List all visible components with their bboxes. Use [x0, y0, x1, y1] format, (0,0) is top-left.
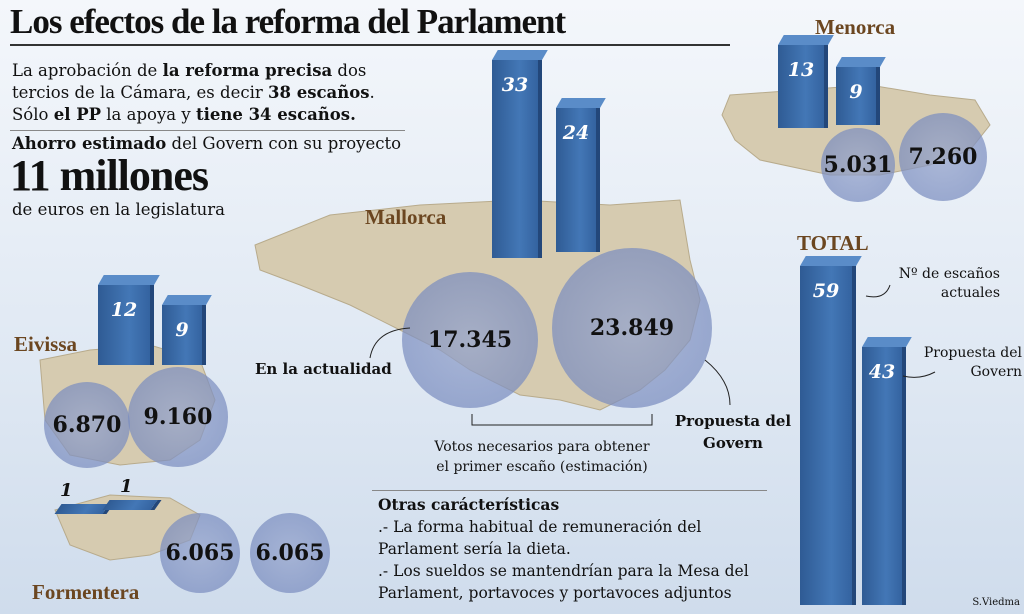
island-label-eivissa: Eivissa	[14, 332, 78, 356]
savings-lead-bold: Ahorro estimado	[12, 134, 167, 153]
votes-circle-proposed: 6.065	[249, 512, 331, 594]
intro-part: tiene 34 escaños.	[195, 105, 356, 124]
otras-heading: Otras carácterísticas	[378, 495, 560, 514]
island-label-total: TOTAL	[797, 231, 869, 255]
votes-circle-current: 5.031	[821, 128, 895, 202]
savings-sub: de euros en la legislatura	[12, 200, 225, 219]
otras-divider	[372, 490, 767, 491]
leader-line	[865, 284, 891, 298]
seat-bar-proposed: 43	[862, 337, 912, 605]
intro-part: La aprobación de	[12, 61, 163, 80]
label-propuesta-total: Propuesta del Govern	[923, 345, 1022, 380]
seat-bar-current: 13	[778, 34, 834, 128]
intro-text: La aprobación de la reforma precisa dos …	[12, 60, 412, 126]
leader-line	[369, 327, 411, 359]
seat-bar-label: 1	[120, 476, 133, 497]
intro-part: dos tercios de la Cámara, es decir	[12, 61, 367, 102]
votes-circle-current: 6.065	[159, 512, 241, 594]
votes-circle-proposed: 9.160	[128, 367, 228, 467]
savings-amount: 11 millones	[10, 151, 209, 200]
seat-bar-label: 43	[868, 361, 896, 383]
label-votos: Votos necesarios para obtener el primer …	[434, 439, 650, 475]
seat-bar-label: 13	[787, 58, 815, 81]
votes-circle-proposed: 7.260	[898, 112, 988, 202]
seat-bar-label: 24	[562, 122, 590, 144]
votes-circle-current: 17.345	[401, 271, 539, 409]
island-label-formentera: Formentera	[32, 580, 140, 604]
seat-bar-proposed: 9	[162, 294, 212, 365]
votes-circle-proposed: 23.849	[551, 247, 713, 409]
seat-bar-proposed: 24	[556, 98, 606, 252]
seat-bar-label: 9	[175, 318, 189, 341]
label-n-escanos: Nº de escaños actuales	[898, 266, 1000, 301]
island-label-mallorca: Mallorca	[365, 205, 447, 229]
intro-part: la reforma precisa	[162, 61, 333, 80]
label-propuesta: Propuesta del Govern	[674, 412, 792, 452]
intro-part: . Sólo	[12, 83, 375, 124]
savings-lead: Ahorro estimado del Govern con su proyec…	[12, 134, 401, 153]
seat-bar-label: 9	[849, 81, 863, 104]
page-title: Los efectos de la reforma del Parlament	[10, 2, 566, 41]
votes-circle-current: 6.870	[43, 381, 131, 469]
label-actual: En la actualidad	[255, 360, 392, 378]
intro-part: 38 escaños	[268, 83, 370, 102]
seat-bar-proposed: 9	[836, 57, 886, 125]
leader-line	[902, 371, 936, 378]
title-divider	[10, 44, 730, 46]
intro-part: la apoya y	[101, 105, 196, 124]
leader-line	[704, 359, 731, 406]
seat-bar-label: 33	[501, 74, 529, 96]
seat-bar-current: 33	[492, 50, 548, 258]
seat-bar-current: 59	[800, 255, 862, 605]
seat-bar-label: 1	[60, 480, 73, 501]
otras-item: .- Los sueldos se mantendrían para la Me…	[378, 562, 749, 602]
intro-part: el PP	[53, 105, 102, 124]
otras-item: .- La forma habitual de remuneración del…	[378, 518, 702, 558]
savings-lead-rest: del Govern con su proyecto	[166, 134, 402, 153]
seat-bar-current: 12	[98, 274, 160, 365]
seat-bar-label: 12	[110, 298, 138, 321]
seat-bar-label: 59	[812, 279, 840, 302]
leader-line	[471, 414, 653, 426]
credit: S.Viedma	[972, 597, 1020, 608]
otras-caracteristicas: Otras carácterísticas .- La forma habitu…	[378, 494, 778, 604]
intro-divider	[10, 130, 405, 131]
